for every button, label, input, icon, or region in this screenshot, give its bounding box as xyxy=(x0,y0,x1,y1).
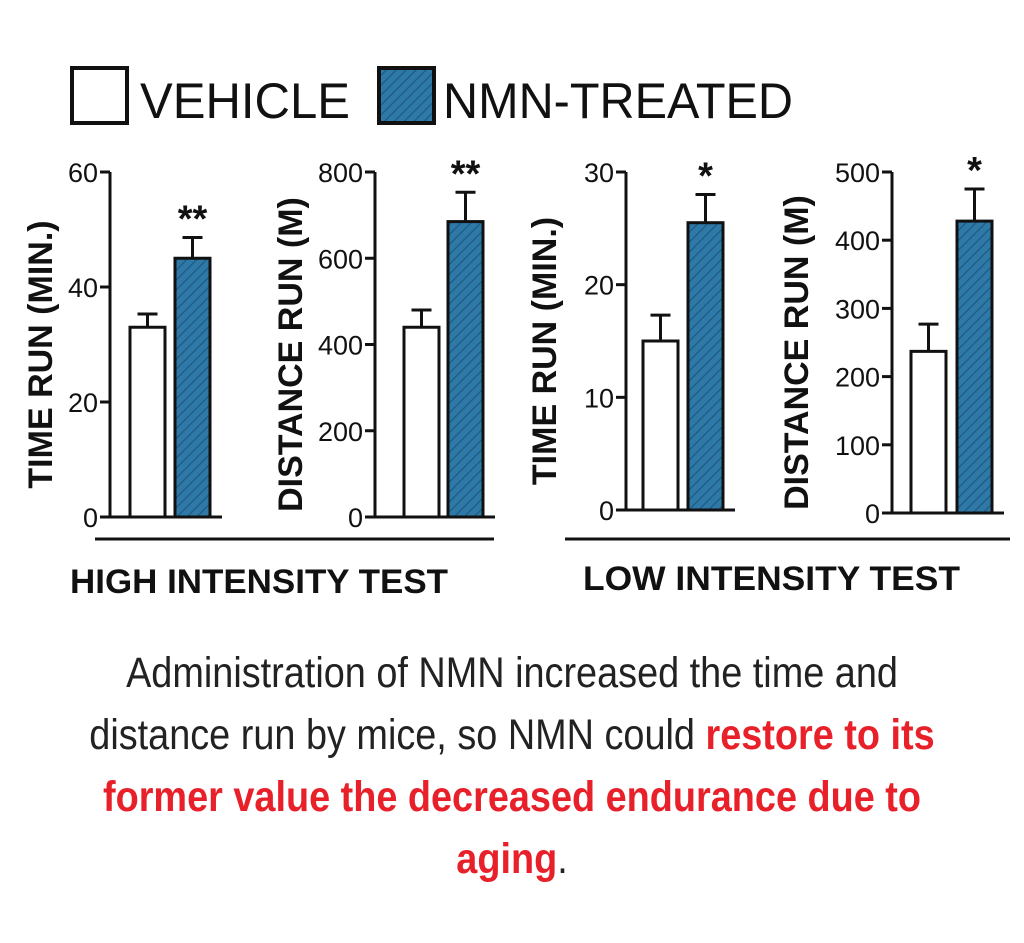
group-label-low: LOW INTENSITY TEST xyxy=(583,560,960,598)
panel-2: 0 200 400 600 800 DISTANCE RUN (M) ** xyxy=(272,153,495,533)
bar-vehicle xyxy=(909,349,948,515)
bar-vehicle xyxy=(128,325,167,519)
bar-nmn xyxy=(173,256,212,519)
panel-3: 0 10 20 30 TIME RUN (MIN.) * xyxy=(526,156,735,526)
y-tick-label: 20 xyxy=(68,388,98,418)
y-tick-label: 400 xyxy=(835,226,880,256)
y-axis-label: TIME RUN (MIN.) xyxy=(22,220,60,488)
caption-text: Administration of NMN increased the time… xyxy=(89,649,898,759)
y-tick-label: 800 xyxy=(318,158,363,188)
legend-label-vehicle: VEHICLE xyxy=(140,73,350,129)
significance-marker: ** xyxy=(178,199,208,241)
bar-nmn xyxy=(955,219,994,515)
caption-end: . xyxy=(557,835,568,883)
y-tick-label: 400 xyxy=(318,331,363,361)
bar-vehicle xyxy=(402,325,441,519)
panel-4: 0 100 200 300 400 500 DISTANCE RUN (M) * xyxy=(778,150,1004,529)
legend-swatch-nmn xyxy=(377,66,436,125)
legend: VEHICLE NMN-TREATED xyxy=(70,66,793,129)
legend-swatch-vehicle xyxy=(70,66,129,125)
y-tick-label: 100 xyxy=(835,431,880,461)
y-axis-label: TIME RUN (MIN.) xyxy=(526,217,564,485)
y-tick-label: 600 xyxy=(318,244,363,274)
y-tick-label: 10 xyxy=(584,383,614,413)
panel-1: 0 20 40 60 TIME RUN (MIN.) ** xyxy=(22,158,222,533)
caption: Administration of NMN increased the time… xyxy=(79,642,945,890)
caption-highlight: restore to its former value the decrease… xyxy=(102,711,935,883)
y-tick-label: 500 xyxy=(835,158,880,188)
y-tick-label: 200 xyxy=(318,417,363,447)
y-tick-label: 40 xyxy=(68,273,98,303)
group-label-high: HIGH INTENSITY TEST xyxy=(70,563,448,601)
significance-marker: ** xyxy=(451,153,481,195)
bar-nmn xyxy=(446,220,485,519)
bar-nmn xyxy=(686,221,725,512)
y-tick-label: 0 xyxy=(865,499,880,529)
y-tick-label: 30 xyxy=(584,158,614,188)
bar-vehicle xyxy=(641,339,680,512)
significance-marker: * xyxy=(967,150,982,192)
y-axis-label: DISTANCE RUN (M) xyxy=(272,197,310,512)
y-tick-label: 200 xyxy=(835,363,880,393)
y-tick-label: 0 xyxy=(599,496,614,526)
y-tick-label: 60 xyxy=(68,158,98,188)
group-separators: HIGH INTENSITY TEST LOW INTENSITY TEST xyxy=(70,537,1010,601)
legend-label-nmn: NMN-TREATED xyxy=(443,73,793,129)
y-tick-label: 20 xyxy=(584,271,614,301)
y-axis-label: DISTANCE RUN (M) xyxy=(778,195,816,510)
y-tick-label: 0 xyxy=(83,503,98,533)
y-tick-label: 0 xyxy=(348,503,363,533)
y-tick-label: 300 xyxy=(835,294,880,324)
significance-marker: * xyxy=(698,156,713,198)
